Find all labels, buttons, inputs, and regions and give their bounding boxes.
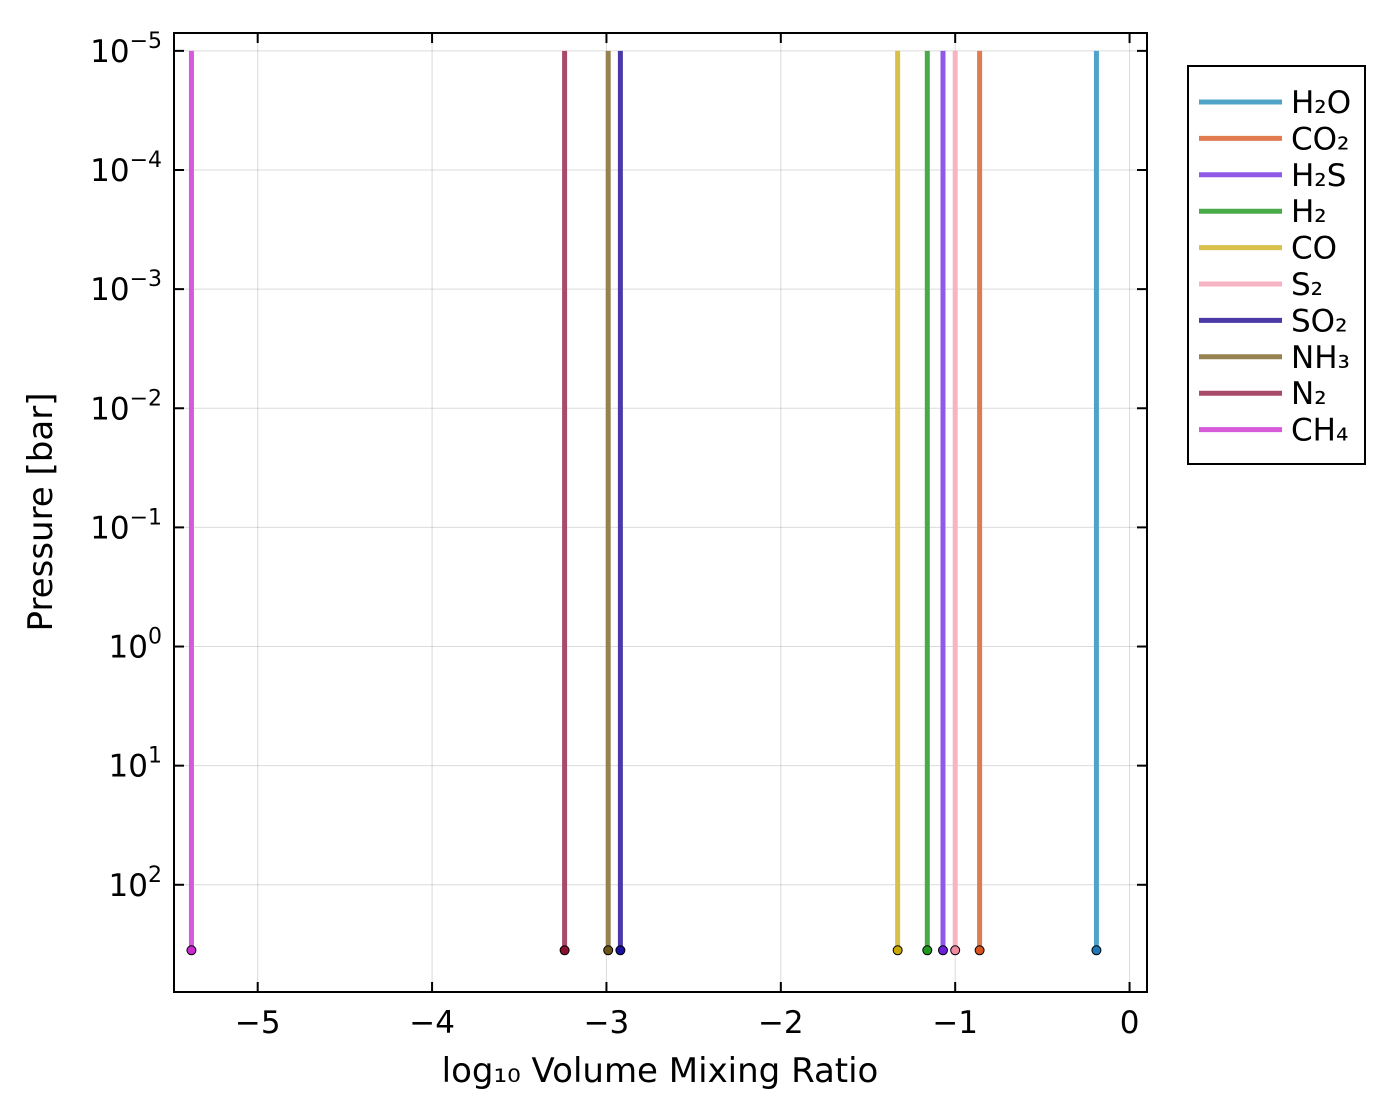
y-tick-labels: 10−5 10−4 10−3 10−2 10−1 100 101 102 [90,29,162,904]
y-tick-label: 10−2 [90,386,162,427]
y-tick-label: 102 [109,863,162,904]
y-tick-label: 10−4 [90,148,162,189]
series-lines [188,50,1099,951]
y-tick-label: 10−5 [90,29,162,70]
y-tick-label: 10−1 [90,505,162,546]
x-tick-label: −2 [758,1005,804,1041]
legend-label: H₂ [1291,194,1327,230]
x-tick-label: 0 [1120,1005,1140,1041]
plot-frame [173,32,1148,993]
x-tick-label: −4 [409,1005,455,1041]
series-surface-marker [922,945,933,956]
series-surface-marker [937,945,948,956]
series-surface-marker [950,945,961,956]
x-tick-label: −3 [584,1005,630,1041]
legend-label: CH₄ [1291,413,1348,449]
y-tick-label: 100 [109,625,162,666]
legend-label: H₂O [1291,85,1351,121]
series-surface-marker [974,945,985,956]
y-axis-label: Pressure [bar] [21,393,61,632]
x-tick-labels: −5 −4 −3 −2 −1 0 [235,1005,1140,1041]
legend-label: CO₂ [1291,121,1349,157]
series-surface-marker [892,945,903,956]
legend-label: NH₃ [1291,340,1350,376]
y-tick-label: 101 [109,744,162,785]
y-tick-label: 10−3 [90,267,162,308]
legend-label: N₂ [1291,376,1327,412]
legend-label: SO₂ [1291,303,1348,339]
series-surface-marker [1091,945,1102,956]
x-tick-label: −5 [235,1005,281,1041]
series-surface-marker [603,945,614,956]
legend-label: H₂S [1291,158,1346,194]
legend-frame [1187,65,1366,465]
x-tick-label: −1 [932,1005,978,1041]
legend-label: S₂ [1291,267,1323,303]
x-axis-label: log₁₀ Volume Mixing Ratio [442,1051,879,1091]
legend-label: CO [1291,231,1337,267]
series-surface-marker [615,945,626,956]
axis-ticks [174,33,1147,992]
series-markers [186,945,1102,956]
series-surface-marker [186,945,197,956]
series-surface-marker [559,945,570,956]
